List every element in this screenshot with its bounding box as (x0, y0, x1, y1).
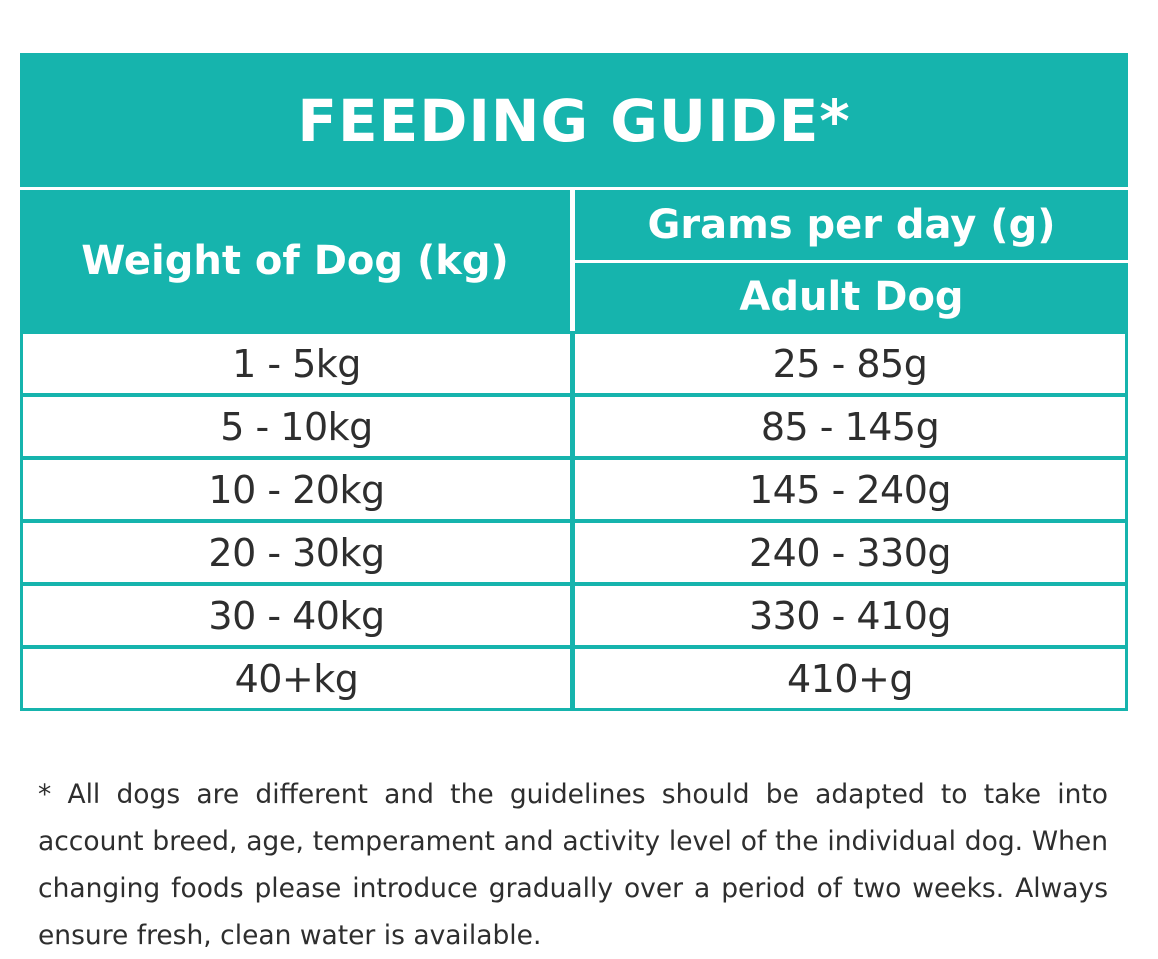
cell-weight: 10 - 20kg (23, 460, 570, 519)
cell-grams: 330 - 410g (575, 586, 1125, 645)
cell-grams: 85 - 145g (575, 397, 1125, 456)
column-subheader-adult: Adult Dog (575, 263, 1128, 331)
table-row: 20 - 30kg 240 - 330g (23, 523, 1125, 582)
cell-grams: 410+g (575, 649, 1125, 708)
cell-grams: 240 - 330g (575, 523, 1125, 582)
cell-weight: 40+kg (23, 649, 570, 708)
table-row: 30 - 40kg 330 - 410g (23, 586, 1125, 645)
divider (575, 260, 1128, 263)
column-header-weight: Weight of Dog (kg) (20, 190, 570, 331)
cell-weight: 30 - 40kg (23, 586, 570, 645)
page-title: FEEDING GUIDE* (297, 87, 851, 155)
divider (20, 187, 1128, 190)
footnote: * All dogs are different and the guideli… (38, 778, 1108, 951)
cell-weight: 5 - 10kg (23, 397, 570, 456)
feeding-guide-table: FEEDING GUIDE* Weight of Dog (kg) Grams … (20, 53, 1128, 711)
cell-weight: 1 - 5kg (23, 334, 570, 393)
cell-weight: 20 - 30kg (23, 523, 570, 582)
title-bar: FEEDING GUIDE* (20, 53, 1128, 187)
table-row: 5 - 10kg 85 - 145g (23, 397, 1125, 456)
column-header-grams: Grams per day (g) (575, 190, 1128, 260)
table-row: 40+kg 410+g (23, 649, 1125, 708)
table-body: 1 - 5kg 25 - 85g 5 - 10kg 85 - 145g 10 -… (23, 334, 1125, 708)
table-row: 10 - 20kg 145 - 240g (23, 460, 1125, 519)
cell-grams: 145 - 240g (575, 460, 1125, 519)
table-row: 1 - 5kg 25 - 85g (23, 334, 1125, 393)
cell-grams: 25 - 85g (575, 334, 1125, 393)
divider (570, 190, 575, 331)
